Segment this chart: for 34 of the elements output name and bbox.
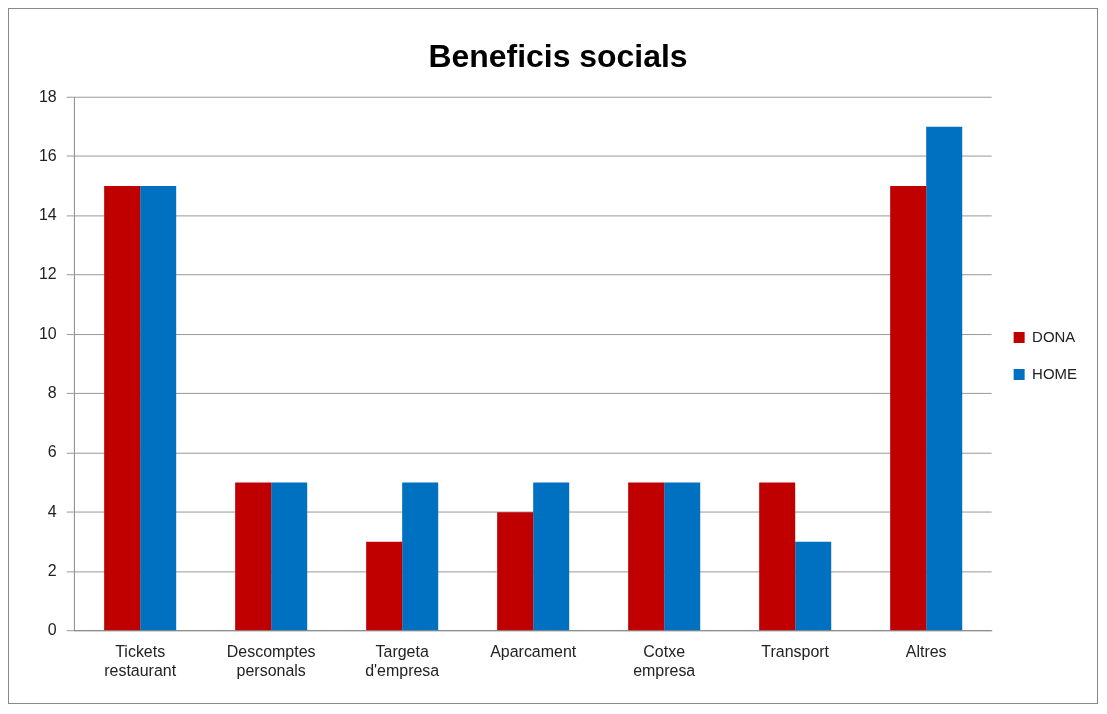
bar [890,186,927,631]
x-tick-label: Cotxe empresa [633,642,696,679]
chart-title: Beneficis socials [428,37,688,74]
bar [402,482,439,631]
legend-label: HOME [1032,364,1078,382]
x-tick-label: Descomptes personals [226,642,316,679]
bar [533,482,570,631]
y-tick-label: 8 [47,384,57,402]
y-tick-label: 18 [38,87,57,105]
bar [366,541,403,631]
bar [926,126,963,631]
y-tick-label: 10 [38,324,57,342]
y-tick-label: 0 [47,621,57,639]
x-tick-label: Aparcament [490,642,577,660]
y-tick-label: 4 [47,502,57,520]
bar [104,186,141,631]
bar [497,512,534,631]
x-tick-label: Tickets restaurant [104,642,177,679]
y-tick-label: 14 [38,206,57,224]
x-tick-label: Altres [905,642,947,660]
y-tick-label: 12 [38,265,57,283]
bar [628,482,665,631]
x-tick-label: Targeta d'empresa [365,642,440,679]
bar [140,186,177,631]
legend-label: DONA [1032,327,1076,345]
bar [795,541,832,631]
y-tick-label: 16 [38,146,57,164]
y-tick-label: 2 [47,561,57,579]
bar [235,482,272,631]
bar [664,482,701,631]
x-tick-label: Transport [761,642,830,660]
bar [759,482,796,631]
y-tick-label: 6 [47,443,57,461]
bar [271,482,308,631]
